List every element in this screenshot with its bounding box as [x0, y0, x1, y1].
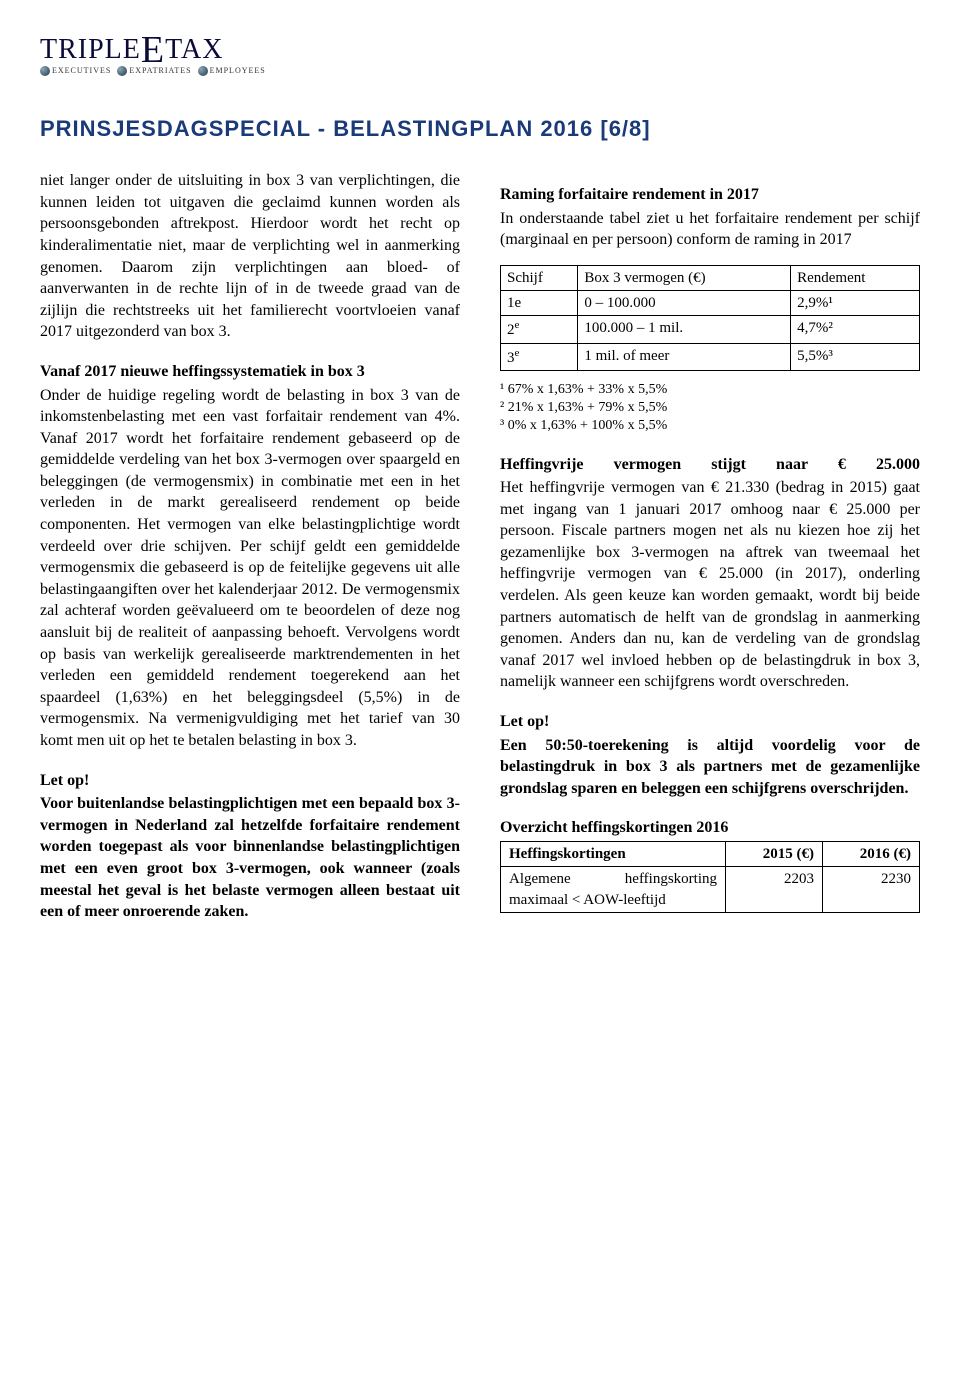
- cell: 100.000 – 1 mil.: [578, 316, 791, 343]
- table-header-row: Schijf Box 3 vermogen (€) Rendement: [501, 265, 920, 290]
- th-schijf: Schijf: [501, 265, 578, 290]
- cell: 2203: [726, 867, 823, 913]
- logo-part1: TRIPLE: [40, 34, 141, 65]
- heading-heffingvrije: Heffingvrije vermogen stijgt naar € 25.0…: [500, 454, 920, 476]
- left-column: niet langer onder de uitsluiting in box …: [40, 170, 460, 927]
- cell: Algemene heffingskorting maximaal < AOW-…: [501, 867, 726, 913]
- th-rendement: Rendement: [791, 265, 920, 290]
- footnote-3: ³ 0% x 1,63% + 100% x 5,5%: [500, 417, 920, 435]
- table-row: 2e 100.000 – 1 mil. 4,7%²: [501, 316, 920, 343]
- footnote-1: ¹ 67% x 1,63% + 33% x 5,5%: [500, 381, 920, 399]
- th-label: Heffingskortingen: [501, 842, 726, 867]
- logo: TRIPLEETAX EXECUTIVES EXPATRIATES EMPLOY…: [40, 28, 920, 76]
- footnotes: ¹ 67% x 1,63% + 33% x 5,5% ² 21% x 1,63%…: [500, 381, 920, 436]
- table-kortingen: Heffingskortingen 2015 (€) 2016 (€) Alge…: [500, 841, 920, 913]
- para-heffingssystematiek: Onder de huidige regeling wordt de belas…: [40, 385, 460, 752]
- globe-icon: [40, 66, 50, 76]
- cell: 2230: [823, 867, 920, 913]
- para-intro: niet langer onder de uitsluiting in box …: [40, 170, 460, 343]
- cell: 1e: [501, 291, 578, 316]
- cell: 0 – 100.000: [578, 291, 791, 316]
- logo-subtext: EXECUTIVES EXPATRIATES EMPLOYEES: [40, 66, 920, 76]
- heading-heffingssystematiek: Vanaf 2017 nieuwe heffingssystematiek in…: [40, 361, 460, 383]
- page-title: PRINSJESDAGSPECIAL - BELASTINGPLAN 2016 …: [40, 116, 920, 142]
- th-2015: 2015 (€): [726, 842, 823, 867]
- para-heffingvrije: Het heffingvrije vermogen van € 21.330 (…: [500, 477, 920, 693]
- cell: 4,7%²: [791, 316, 920, 343]
- th-2016: 2016 (€): [823, 842, 920, 867]
- globe-icon: [117, 66, 127, 76]
- para-letop-2: Een 50:50-toerekening is altijd voordeli…: [500, 735, 920, 800]
- logo-sub2: EXPATRIATES: [129, 66, 191, 75]
- cell: 5,5%³: [791, 343, 920, 370]
- globe-icon: [198, 66, 208, 76]
- cell: 1 mil. of meer: [578, 343, 791, 370]
- th-vermogen: Box 3 vermogen (€): [578, 265, 791, 290]
- table-rendement: Schijf Box 3 vermogen (€) Rendement 1e 0…: [500, 265, 920, 371]
- para-raming: In onderstaande tabel ziet u het forfait…: [500, 208, 920, 251]
- table-header-row: Heffingskortingen 2015 (€) 2016 (€): [501, 842, 920, 867]
- heading-kortingen: Overzicht heffingskortingen 2016: [500, 817, 920, 839]
- cell: 2e: [501, 316, 578, 343]
- para-letop-1: Voor buitenlandse belastingplichtigen me…: [40, 793, 460, 923]
- logo-part2: TAX: [165, 34, 223, 65]
- cell: 2,9%¹: [791, 291, 920, 316]
- heading-letop-1: Let op!: [40, 770, 460, 792]
- table-row: 3e 1 mil. of meer 5,5%³: [501, 343, 920, 370]
- content-columns: niet langer onder de uitsluiting in box …: [40, 170, 920, 927]
- heading-raming: Raming forfaitaire rendement in 2017: [500, 184, 920, 206]
- table-row: Algemene heffingskorting maximaal < AOW-…: [501, 867, 920, 913]
- footnote-2: ² 21% x 1,63% + 79% x 5,5%: [500, 399, 920, 417]
- logo-sub3: EMPLOYEES: [210, 66, 266, 75]
- heading-letop-2: Let op!: [500, 711, 920, 733]
- logo-sub1: EXECUTIVES: [52, 66, 111, 75]
- right-column: Raming forfaitaire rendement in 2017 In …: [500, 170, 920, 927]
- logo-big-e: E: [141, 29, 165, 71]
- table-row: 1e 0 – 100.000 2,9%¹: [501, 291, 920, 316]
- cell: 3e: [501, 343, 578, 370]
